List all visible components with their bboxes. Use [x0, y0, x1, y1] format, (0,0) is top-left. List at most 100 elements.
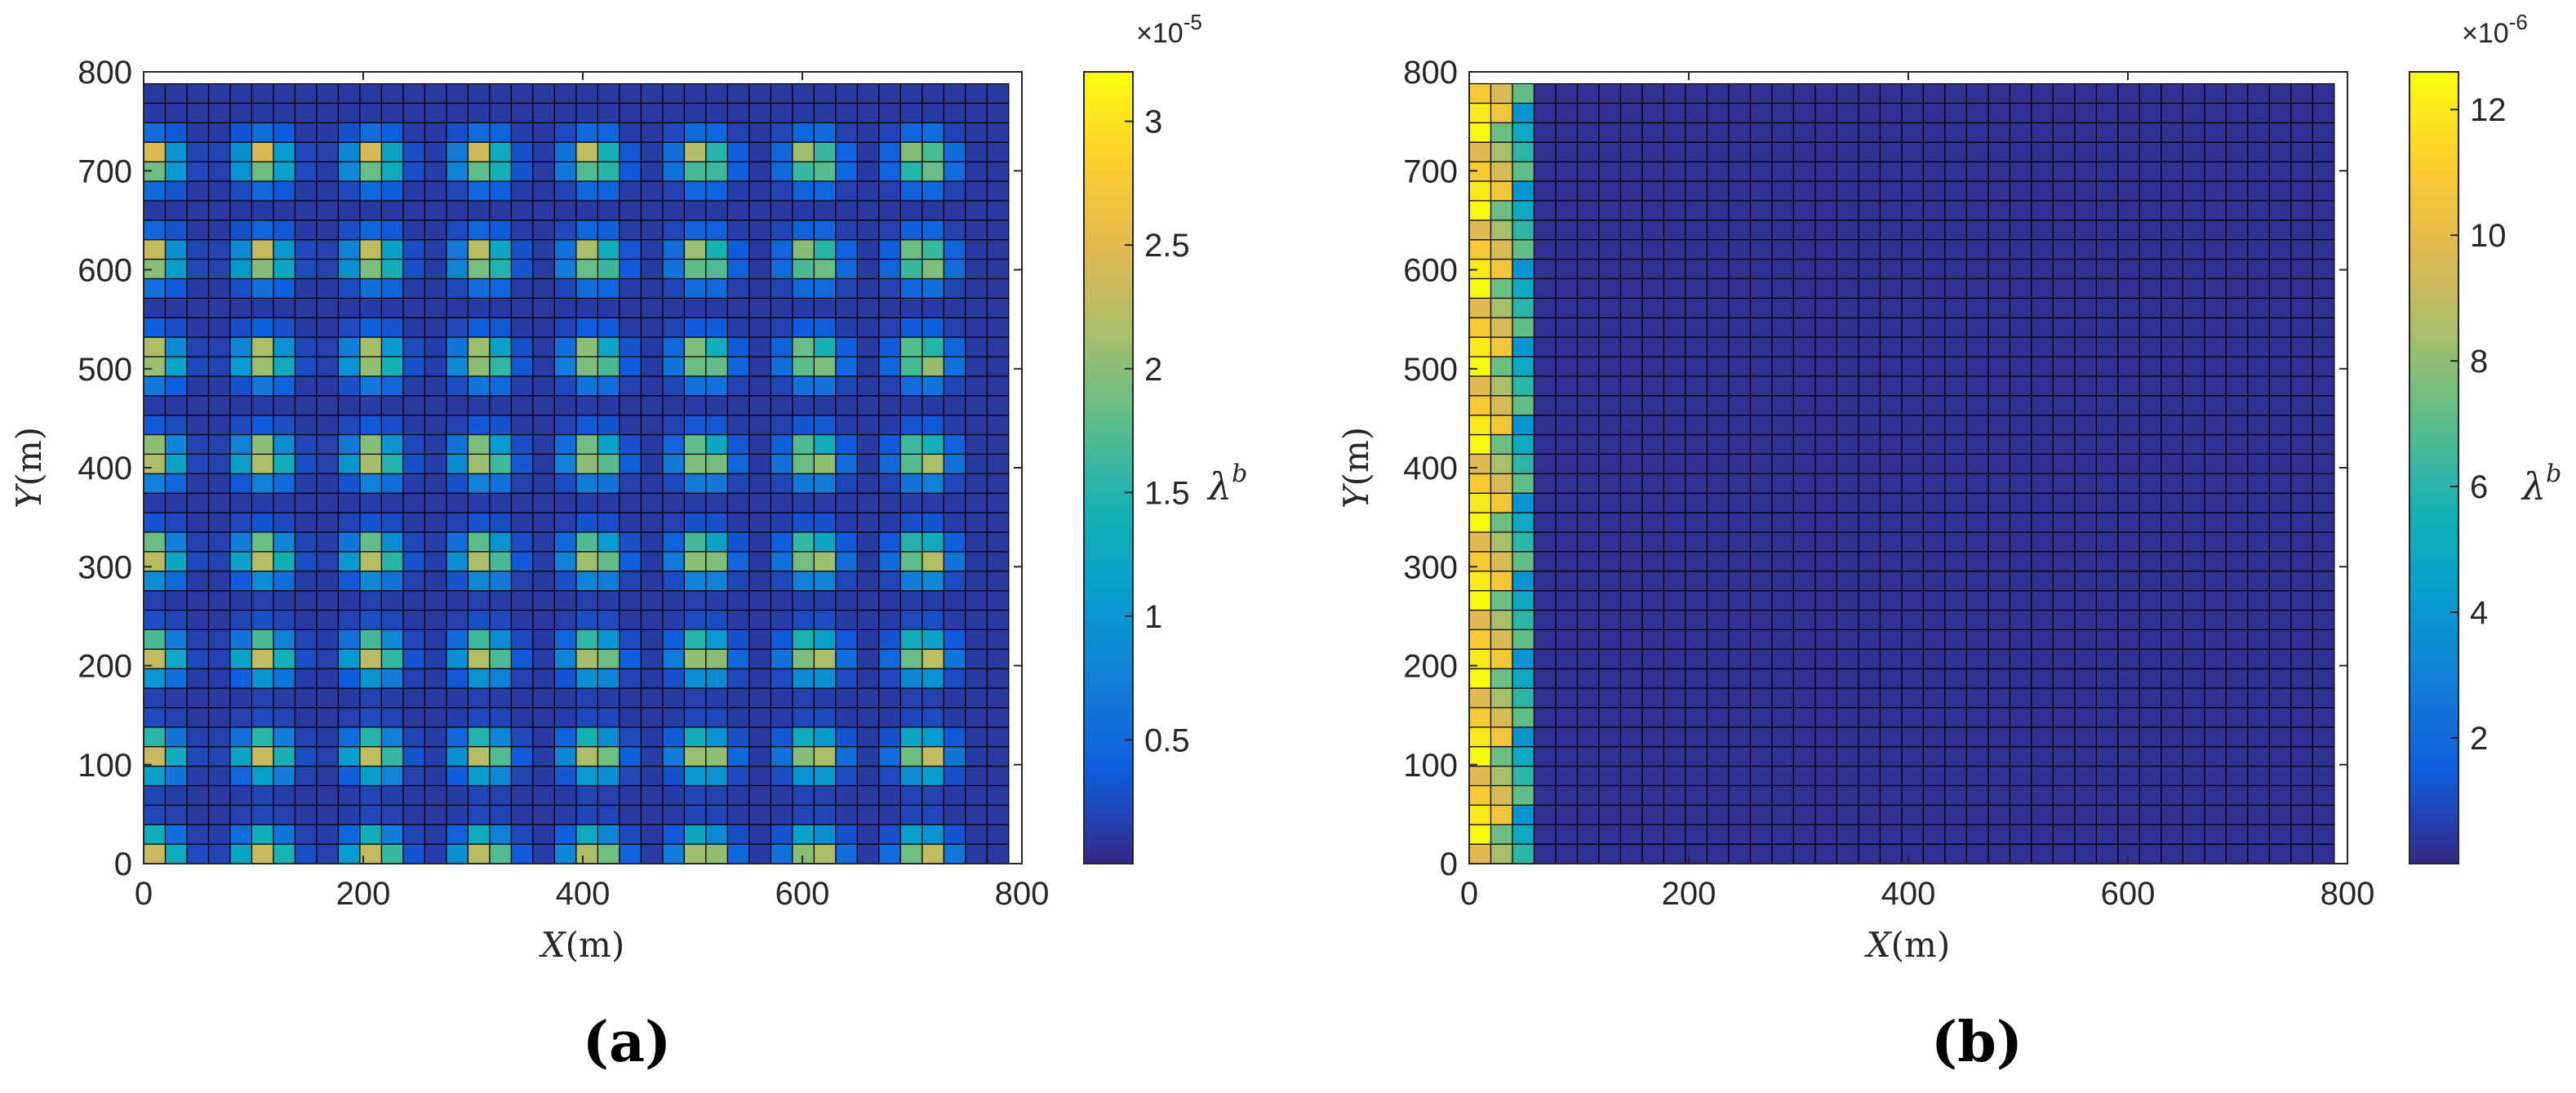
heatmap-cell — [748, 317, 771, 338]
heatmap-cell — [2095, 571, 2119, 592]
heatmap-cell — [424, 453, 447, 474]
heatmap-cell — [402, 668, 426, 689]
heatmap-cell — [380, 746, 404, 767]
heatmap-cell — [2182, 765, 2205, 787]
heatmap-cell — [2312, 336, 2335, 358]
heatmap-cell — [1555, 531, 1579, 553]
heatmap-cell — [1836, 82, 1859, 104]
heatmap-cell — [489, 356, 513, 377]
heatmap-cell — [1858, 278, 1881, 299]
heatmap-cell — [770, 687, 793, 709]
heatmap-cell — [402, 746, 426, 767]
heatmap-cell — [337, 648, 361, 669]
heatmap-cell — [164, 589, 188, 611]
heatmap-cell — [251, 356, 274, 377]
heatmap-cell — [1901, 609, 1925, 630]
heatmap-cell — [2268, 453, 2292, 474]
heatmap-cell — [1576, 551, 1600, 572]
heatmap-cell — [726, 784, 750, 806]
heatmap-cell — [424, 122, 447, 143]
heatmap-cell — [878, 629, 901, 650]
heatmap-cell — [1512, 843, 1535, 864]
heatmap-cell — [359, 765, 383, 787]
heatmap-cell — [380, 180, 404, 202]
heatmap-cell — [1468, 317, 1492, 338]
heatmap-cell — [1879, 239, 1903, 260]
heatmap-cell — [186, 784, 210, 806]
heatmap-cell — [792, 180, 815, 202]
heatmap-cell — [2095, 336, 2119, 358]
heatmap-cell — [726, 512, 750, 533]
heatmap-cell — [1792, 824, 1816, 845]
heatmap-cell — [2117, 531, 2140, 553]
heatmap-cell — [1576, 687, 1600, 709]
heatmap-cell — [532, 239, 556, 260]
heatmap-cell — [2139, 648, 2162, 669]
heatmap-cell — [1858, 102, 1881, 123]
heatmap-cell — [1663, 531, 1686, 553]
heatmap-cell — [2247, 317, 2270, 338]
heatmap-cell — [792, 492, 815, 513]
heatmap-cell — [2204, 726, 2227, 748]
heatmap-cell — [1706, 492, 1730, 513]
colorbar-segment — [1084, 316, 1133, 323]
heatmap-cell — [1901, 687, 1925, 709]
colorbar-segment — [1084, 421, 1133, 429]
heatmap-cell — [835, 220, 858, 241]
heatmap-cell — [1555, 141, 1579, 162]
heatmap-cell — [965, 375, 988, 397]
heatmap-cell — [856, 804, 880, 825]
heatmap-cell — [1706, 82, 1730, 104]
heatmap-cell — [2247, 356, 2270, 377]
heatmap-cell — [2290, 161, 2313, 182]
heatmap-cell — [619, 433, 642, 455]
heatmap-cell — [1771, 336, 1795, 358]
heatmap-cell — [1771, 707, 1795, 728]
heatmap-cell — [1706, 375, 1730, 397]
heatmap-cell — [705, 609, 729, 630]
heatmap-cell — [2182, 687, 2205, 709]
heatmap-cell — [1598, 317, 1622, 338]
heatmap-cell — [2161, 648, 2183, 669]
heatmap-cell — [380, 589, 404, 611]
heatmap-cell — [1988, 453, 2011, 474]
heatmap-cell — [143, 843, 167, 864]
heatmap-cell — [2268, 824, 2292, 845]
heatmap-cell — [1792, 453, 1816, 474]
heatmap-cell — [813, 609, 837, 630]
heatmap-cell — [2009, 492, 2032, 513]
heatmap-cell — [965, 356, 988, 377]
heatmap-cell — [640, 415, 664, 436]
heatmap-cell — [2204, 141, 2227, 162]
heatmap-cell — [1858, 551, 1881, 572]
colorbar-ticks-a: 0.511.522.53 — [1125, 104, 1190, 758]
heatmap-cell — [813, 784, 837, 806]
heatmap-cell — [1988, 102, 2011, 123]
heatmap-cell — [2161, 317, 2183, 338]
heatmap-cell — [402, 687, 426, 709]
heatmap-cell — [424, 492, 447, 513]
heatmap-cell — [2052, 220, 2076, 241]
heatmap-cell — [770, 473, 793, 494]
heatmap-cell — [424, 141, 447, 162]
heatmap-cell — [1901, 122, 1925, 143]
colorbar-segment — [1084, 98, 1133, 106]
heatmap-cell — [1555, 161, 1579, 182]
colorbar-segment — [1084, 784, 1133, 792]
heatmap-cell — [2247, 239, 2270, 260]
heatmap-cell — [1814, 473, 1838, 494]
heatmap-cell — [1706, 395, 1730, 416]
heatmap-cell — [1944, 609, 1968, 630]
heatmap-cell — [186, 804, 210, 825]
colorbar-segment — [2409, 349, 2458, 357]
heatmap-cell — [1922, 375, 1946, 397]
heatmap-cell — [251, 433, 274, 455]
heatmap-cell — [2247, 200, 2270, 221]
heatmap-cell — [316, 551, 340, 572]
heatmap-cell — [2009, 180, 2032, 202]
heatmap-cell — [748, 375, 771, 397]
heatmap-cell — [965, 297, 988, 318]
heatmap-cell — [1555, 765, 1579, 787]
heatmap-cell — [922, 512, 944, 533]
colorbar-segment — [2409, 302, 2458, 310]
